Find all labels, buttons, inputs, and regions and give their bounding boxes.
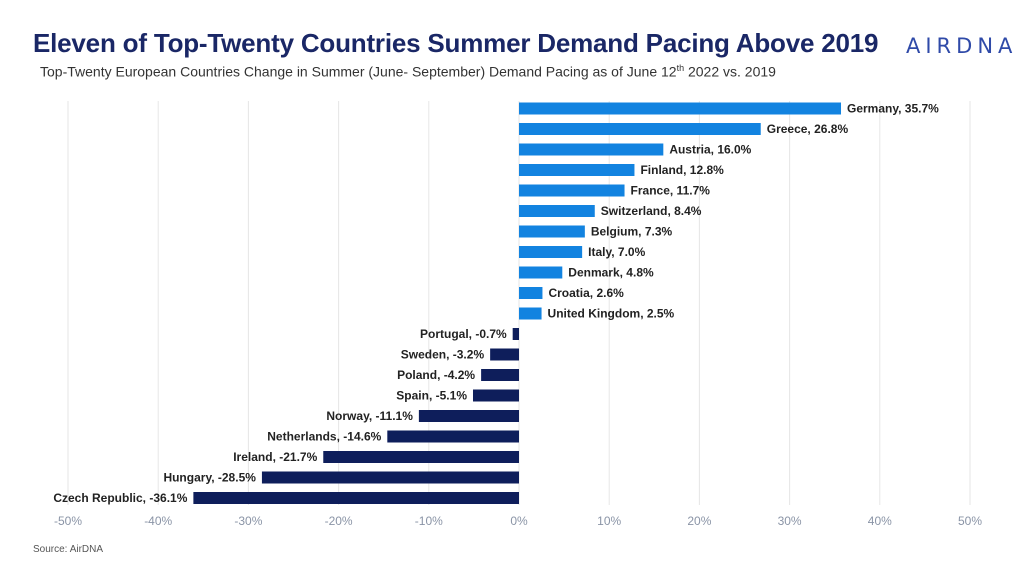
x-tick-label: -50%: [54, 514, 82, 528]
data-label: Hungary, -28.5%: [163, 471, 256, 485]
bar-switzerland: [519, 205, 595, 217]
data-label: Austria, 16.0%: [669, 143, 751, 157]
data-label: Sweden, -3.2%: [401, 348, 485, 362]
bar-croatia: [519, 287, 543, 299]
data-label: Italy, 7.0%: [588, 245, 645, 259]
bar-sweden: [490, 348, 519, 361]
data-label: Denmark, 4.8%: [568, 266, 654, 280]
bar-portugal: [512, 328, 519, 340]
x-tick-label: 50%: [958, 514, 982, 528]
x-tick-label: 30%: [778, 514, 802, 528]
bar-austria: [519, 143, 664, 156]
gridlines: [67, 101, 971, 505]
data-label: Norway, -11.1%: [326, 409, 413, 423]
bar-denmark: [519, 266, 563, 279]
data-label: United Kingdom, 2.5%: [548, 307, 675, 321]
bar-greece: [519, 123, 761, 135]
x-tick-label: 40%: [868, 514, 892, 528]
bars: [193, 102, 842, 504]
bar-hungary: [261, 471, 519, 484]
data-label: Czech Republic, -36.1%: [53, 491, 187, 505]
brand-logo: AIRDNA: [906, 34, 1018, 58]
data-label: Poland, -4.2%: [397, 368, 475, 382]
x-axis-ticks: -50% -40% -30% -20% -10% 0% 10% 20% 30% 40% 50%: [54, 514, 982, 528]
bar-czech-republic: [193, 492, 520, 504]
chart-subtitle: Top-Twenty European Countries Change in …: [40, 63, 776, 80]
bar-netherlands: [387, 430, 519, 443]
bar-finland: [519, 164, 635, 176]
x-tick-label: -10%: [415, 514, 443, 528]
bar-spain: [472, 389, 519, 402]
x-tick-label: -40%: [144, 514, 172, 528]
bar-italy: [519, 246, 583, 258]
data-label: Portugal, -0.7%: [420, 327, 507, 341]
subtitle-superscript: th: [676, 63, 685, 73]
data-label: Croatia, 2.6%: [548, 286, 624, 300]
data-label: Greece, 26.8%: [767, 122, 849, 136]
x-tick-label: -30%: [234, 514, 262, 528]
x-tick-label: 20%: [687, 514, 711, 528]
x-tick-label: 0%: [510, 514, 528, 528]
data-label: Ireland, -21.7%: [233, 450, 317, 464]
bar-ireland: [323, 451, 519, 463]
bar-norway: [418, 410, 519, 422]
data-label: France, 11.7%: [631, 184, 711, 198]
subtitle-main: Top-Twenty European Countries Change in …: [40, 63, 677, 80]
data-label: Belgium, 7.3%: [591, 225, 673, 239]
bar-poland: [481, 369, 519, 381]
data-label: Switzerland, 8.4%: [601, 204, 702, 218]
x-tick-label: -20%: [325, 514, 353, 528]
data-label: Spain, -5.1%: [396, 389, 467, 403]
x-tick-label: 10%: [597, 514, 621, 528]
bar-belgium: [519, 225, 585, 238]
bar-united-kingdom: [519, 307, 542, 320]
data-label: Netherlands, -14.6%: [267, 430, 381, 444]
data-labels: Germany, 35.7% Greece, 26.8% Austria, 16.0…: [53, 102, 939, 506]
chart-title: Eleven of Top-Twenty Countries Summer De…: [33, 28, 879, 58]
bar-germany: [519, 102, 842, 115]
data-label: Germany, 35.7%: [847, 102, 939, 116]
bar-france: [519, 184, 625, 197]
source-note: Source: AirDNA: [33, 544, 104, 555]
data-label: Finland, 12.8%: [640, 163, 724, 177]
subtitle-end: 2022 vs. 2019: [684, 63, 776, 80]
